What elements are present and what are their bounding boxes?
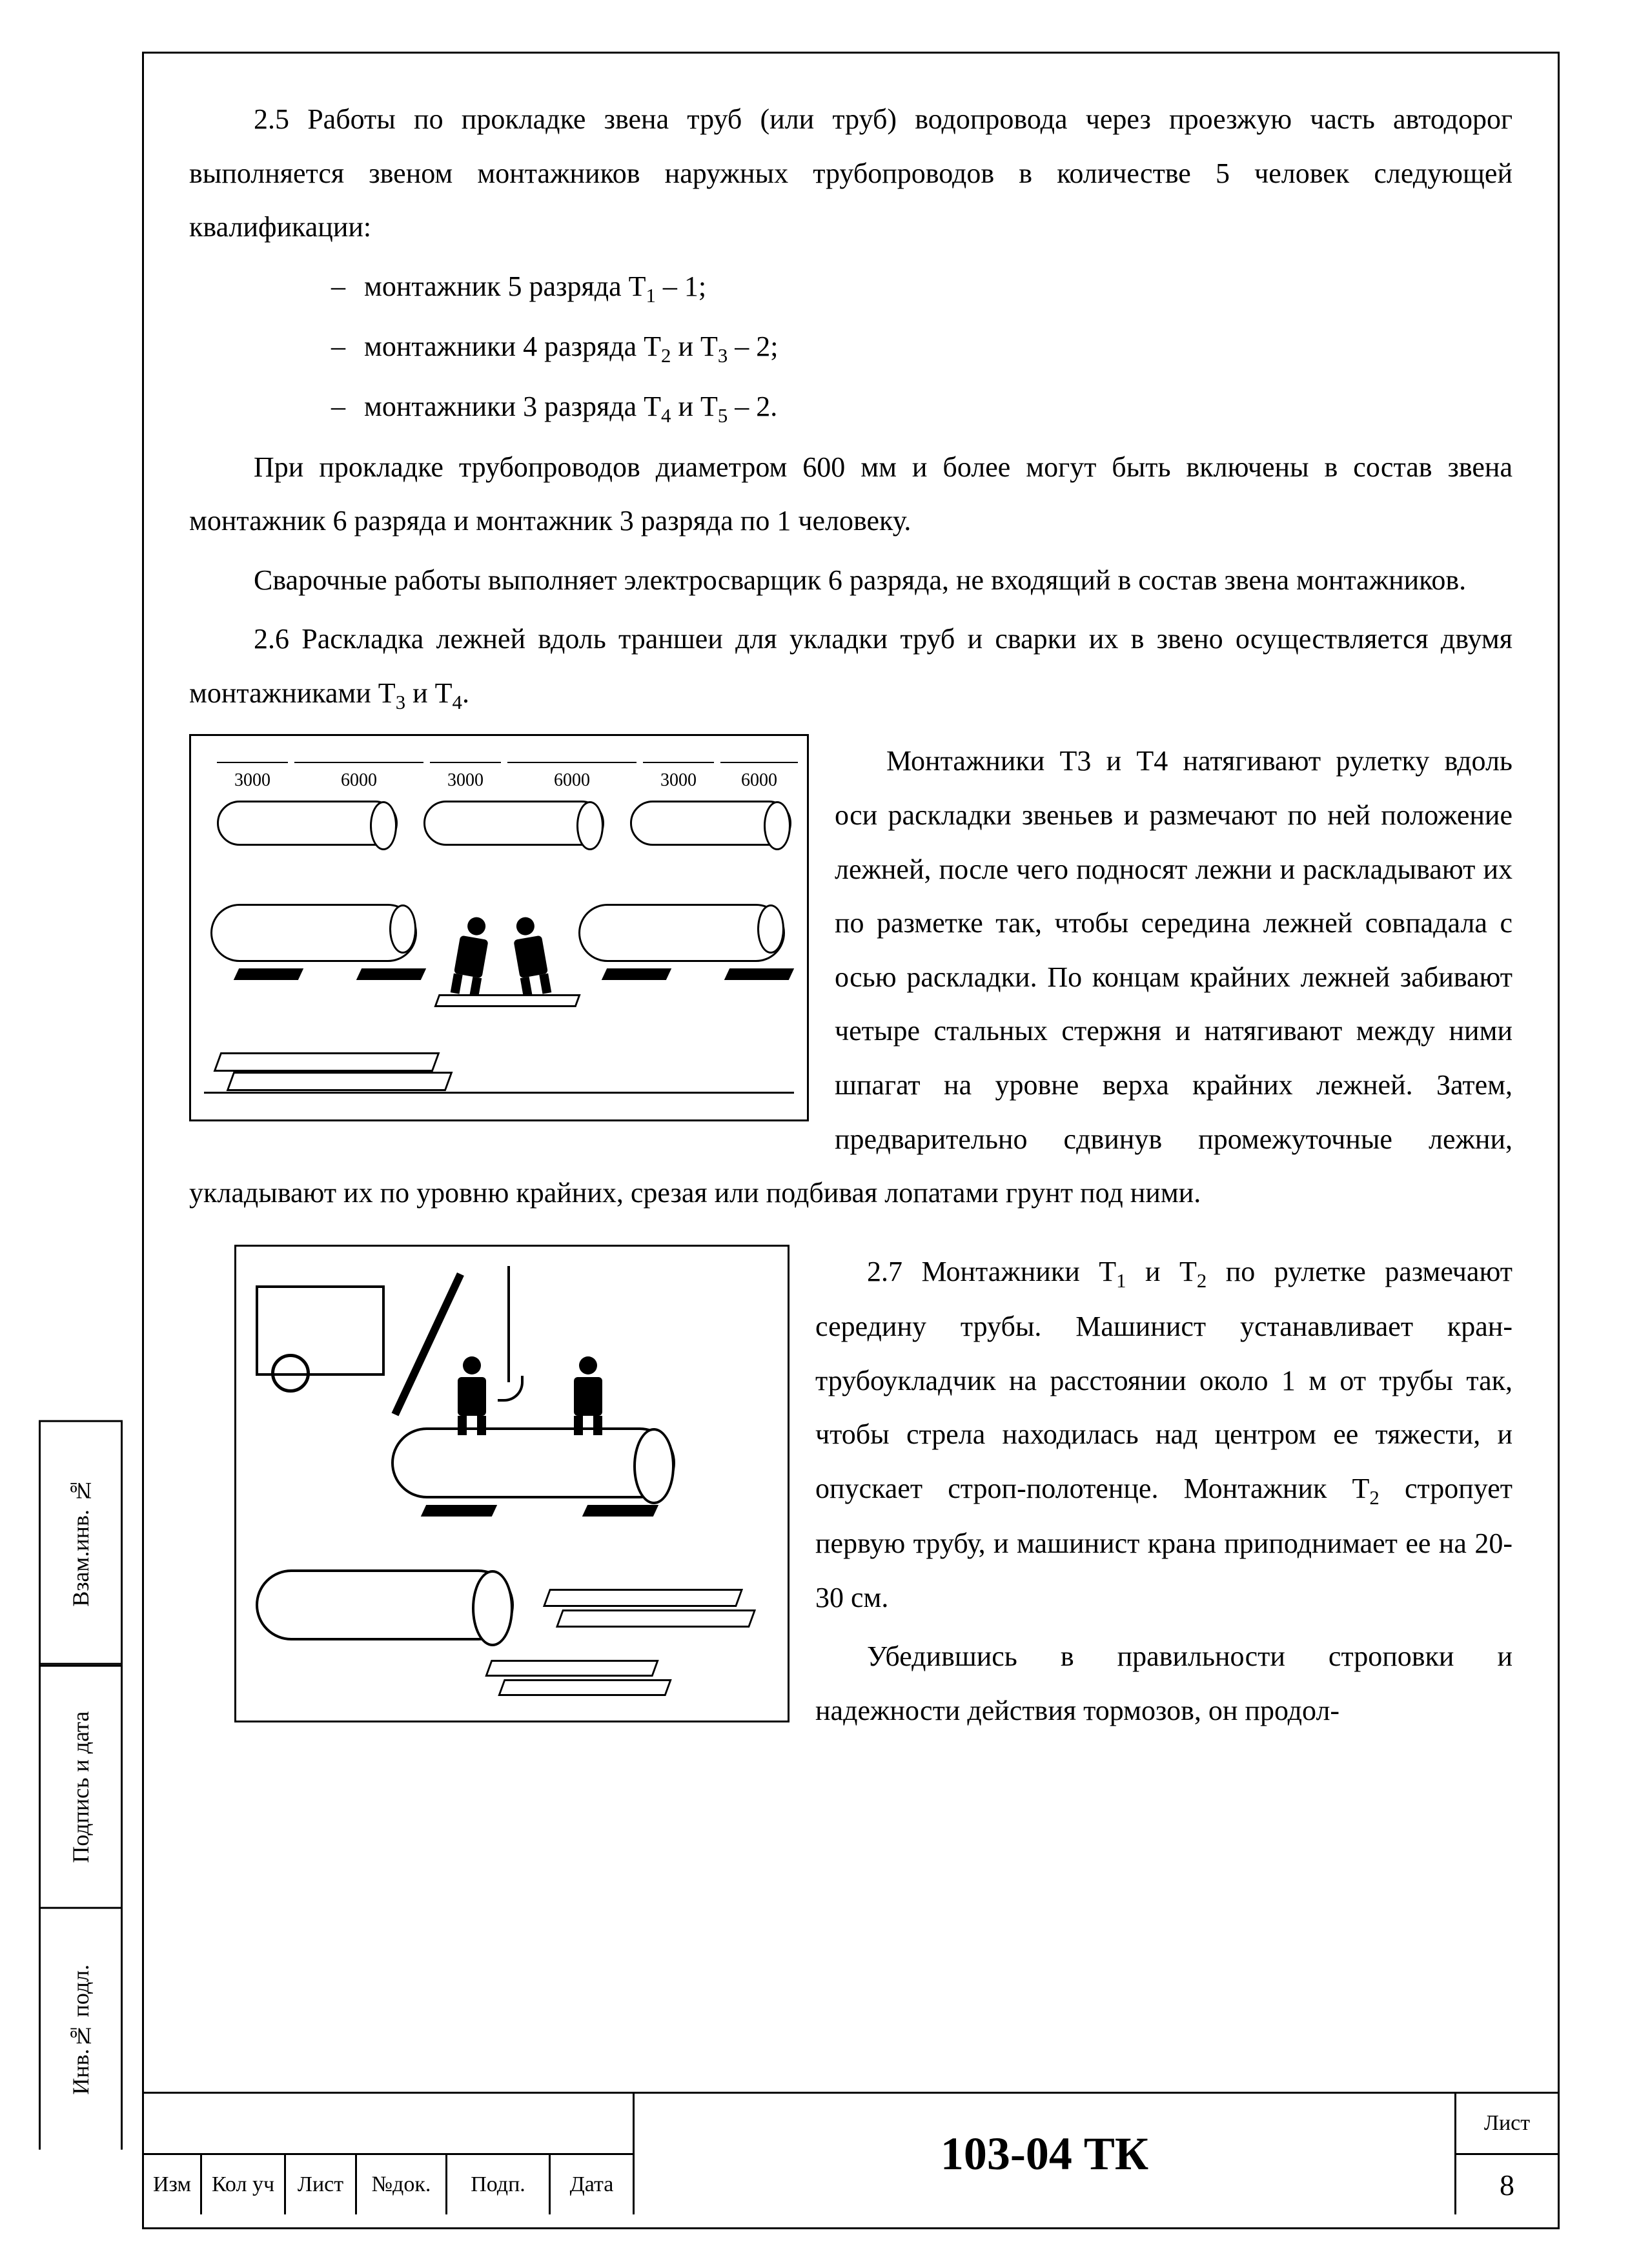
li-3: – монтажники 3 разряда Т4 и Т5 – 2. <box>189 380 1512 434</box>
li-2: – монтажники 4 разряда Т2 и Т3 – 2; <box>189 320 1512 374</box>
content-body: 2.5 Работы по прокладке звена труб (или … <box>189 92 1512 1742</box>
worker-icon <box>443 914 500 991</box>
plank-icon <box>227 1072 453 1091</box>
figure-2-crane-pipe <box>234 1245 789 1722</box>
approval-sidebar: Взам.инв. № Подпись и дата Инв.№ подл. <box>39 1420 123 2150</box>
plank-icon <box>485 1660 658 1677</box>
tb-col-data: Дата <box>551 2155 633 2214</box>
figure-1-pipe-layout: 3000 6000 3000 6000 3000 6000 <box>189 734 809 1121</box>
side-cell-vzam: Взам.инв. № <box>39 1420 123 1665</box>
pipe-icon <box>630 801 791 846</box>
main-frame: 2.5 Работы по прокладке звена труб (или … <box>142 52 1560 2229</box>
side-cell-podpis: Подпись и дата <box>39 1665 123 1908</box>
pipe-icon <box>256 1569 514 1640</box>
tb-col-podp: Подп. <box>447 2155 551 2214</box>
document-number: 103-04 ТК <box>635 2094 1454 2214</box>
ground-line <box>204 1092 794 1094</box>
pipe-icon <box>423 801 604 846</box>
pipe-icon <box>217 801 398 846</box>
crane-cable-icon <box>507 1266 510 1382</box>
plank-icon <box>434 994 580 1007</box>
sleeper-icon <box>724 968 794 980</box>
sleeper-icon <box>421 1505 497 1517</box>
sleeper-icon <box>356 968 426 980</box>
worker-icon <box>502 914 558 991</box>
sleeper-icon <box>582 1505 658 1517</box>
li-1: – монтажник 5 разряда Т1 – 1; <box>189 260 1512 314</box>
dim-label: 3000 <box>430 762 501 797</box>
sheet-label: Лист <box>1456 2094 1558 2155</box>
dim-label: 6000 <box>507 762 637 797</box>
section-27-wrap: 2.7 Монтажники Т1 и Т2 по рулетке размеч… <box>189 1245 1512 1743</box>
side-cell-inv: Инв.№ подл. <box>39 1907 123 2150</box>
pipe-icon <box>210 904 417 962</box>
tb-col-ndoc: №док. <box>357 2155 447 2214</box>
p-2-5-2: При прокладке трубопроводов диаметром 60… <box>189 440 1512 548</box>
dim-label: 6000 <box>720 762 798 797</box>
pipe-icon <box>391 1427 675 1498</box>
worker-icon <box>565 1356 611 1427</box>
tb-blank <box>144 2094 633 2155</box>
p-2-5-3: Сварочные работы выполняет электросварщи… <box>189 553 1512 608</box>
pipe-icon <box>578 904 785 962</box>
sheet-number: 8 <box>1456 2155 1558 2214</box>
tb-col-koluch: Кол уч <box>202 2155 286 2214</box>
dim-label: 6000 <box>294 762 423 797</box>
title-block: Изм Кол уч Лист №док. Подп. Дата 103-04 … <box>144 2092 1558 2214</box>
plank-icon <box>214 1052 440 1072</box>
crane-truck-icon <box>256 1285 385 1376</box>
dim-label: 3000 <box>217 762 288 797</box>
sleeper-icon <box>602 968 671 980</box>
worker-icon <box>449 1356 494 1427</box>
section-26-wrap: 3000 6000 3000 6000 3000 6000 <box>189 734 1512 1225</box>
crane-hook-icon <box>498 1376 524 1402</box>
page: Взам.инв. № Подпись и дата Инв.№ подл. 2… <box>0 0 1650 2268</box>
plank-icon <box>498 1679 671 1696</box>
plank-icon <box>556 1609 756 1628</box>
p-2-5: 2.5 Работы по прокладке звена труб (или … <box>189 92 1512 254</box>
dim-label: 3000 <box>643 762 714 797</box>
p-2-6-head: 2.6 Раскладка лежней вдоль траншеи для у… <box>189 612 1512 721</box>
sleeper-icon <box>234 968 303 980</box>
plank-icon <box>543 1589 743 1607</box>
tb-col-list: Лист <box>286 2155 357 2214</box>
tb-col-izm: Изм <box>144 2155 202 2214</box>
